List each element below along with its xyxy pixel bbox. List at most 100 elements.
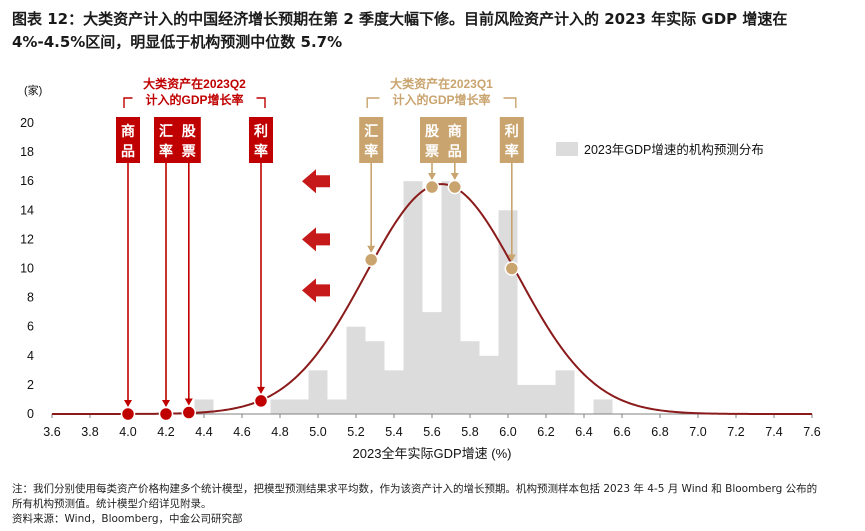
histogram-bar xyxy=(327,399,347,414)
group-label: 计入的GDP增长率 xyxy=(392,92,490,107)
asset-label-char: 率 xyxy=(364,143,378,159)
x-tick-label: 6.2 xyxy=(537,425,554,439)
source-line: 资料来源：Wind，Bloomberg，中金公司研究部 xyxy=(12,513,243,525)
marker-dot xyxy=(253,393,269,409)
asset-label-box xyxy=(499,117,524,163)
x-tick-label: 3.6 xyxy=(43,425,60,439)
x-tick-label: 7.0 xyxy=(689,425,706,439)
marker-dot xyxy=(363,252,379,268)
histogram-bar xyxy=(517,384,537,414)
asset-label-char: 率 xyxy=(505,143,519,159)
y-tick-label: 10 xyxy=(20,262,34,276)
marker-dot xyxy=(424,179,440,195)
x-tick-label: 5.4 xyxy=(385,425,402,439)
marker-dot xyxy=(158,406,174,422)
footnote-line: 所有机构预测值。统计模型介绍详见附录。 xyxy=(12,498,212,510)
histogram-bar xyxy=(460,341,480,414)
asset-label-char: 利 xyxy=(505,123,519,139)
x-tick-label: 5.0 xyxy=(309,425,326,439)
histogram-bar xyxy=(403,181,423,414)
asset-label-box xyxy=(176,117,201,163)
marker-arrowhead xyxy=(124,400,132,407)
histogram-bar xyxy=(346,326,366,414)
y-tick-label: 16 xyxy=(20,174,34,188)
x-tick-label: 6.6 xyxy=(613,425,630,439)
x-tick-label: 3.8 xyxy=(81,425,98,439)
asset-label-char: 利 xyxy=(254,123,268,139)
marker-arrowhead xyxy=(507,254,516,262)
y-tick-label: 6 xyxy=(27,320,34,334)
group-bracket xyxy=(256,97,266,108)
asset-label-char: 商 xyxy=(121,123,135,139)
x-tick-label: 4.6 xyxy=(233,425,250,439)
footnote-line: 注：我们分别使用每类资产价格构建多个统计模型，把模型预测结果求平均数，作为该资产… xyxy=(12,483,818,495)
asset-label-char: 票 xyxy=(182,143,196,159)
x-tick-label: 4.8 xyxy=(271,425,288,439)
chart-title: 图表 12：大类资产计入的中国经济增长预期在第 2 季度大幅下修。目前风险资产计… xyxy=(12,10,788,51)
x-tick-label: 4.2 xyxy=(157,425,174,439)
y-axis-label: (家) xyxy=(24,83,42,97)
asset-label-char: 股 xyxy=(425,123,440,139)
histogram-bar xyxy=(593,399,613,414)
y-tick-label: 18 xyxy=(20,145,34,159)
y-tick-label: 20 xyxy=(20,116,34,130)
histogram-bar xyxy=(384,370,404,414)
x-tick-label: 7.2 xyxy=(727,425,744,439)
histogram-bar xyxy=(536,384,556,414)
group-bracket xyxy=(503,97,517,108)
x-tick-label: 6.4 xyxy=(575,425,592,439)
marker-arrowhead xyxy=(367,245,376,253)
revision-arrow-icon xyxy=(302,169,330,194)
histogram-bars xyxy=(194,181,613,414)
marker-dot xyxy=(447,179,463,195)
asset-label-char: 品 xyxy=(448,143,462,159)
histogram-bar xyxy=(308,370,328,414)
group-label: 计入的GDP增长率 xyxy=(145,92,243,107)
marker-arrowhead xyxy=(162,400,170,407)
asset-label-box xyxy=(442,117,467,163)
x-tick-label: 5.6 xyxy=(423,425,440,439)
x-tick-label: 5.8 xyxy=(461,425,478,439)
marker-arrowhead xyxy=(257,386,265,394)
asset-label-char: 商 xyxy=(448,123,462,139)
histogram-bar xyxy=(270,399,290,414)
x-axis-label: 2023全年实际GDP增速 (%) xyxy=(353,446,512,461)
x-tick-label: 6.8 xyxy=(651,425,668,439)
asset-label-char: 汇 xyxy=(159,123,173,139)
histogram-bar xyxy=(555,370,575,414)
marker-dot xyxy=(504,261,520,276)
x-tick-label: 4.0 xyxy=(119,425,136,439)
marker-arrowhead xyxy=(428,173,436,181)
y-tick-label: 2 xyxy=(27,378,34,392)
x-tick-label: 5.2 xyxy=(347,425,364,439)
y-tick-label: 14 xyxy=(20,203,34,217)
histogram-bar xyxy=(479,355,499,414)
marker-dot xyxy=(181,405,197,420)
group-bracket xyxy=(366,97,380,108)
revision-arrow-icon xyxy=(302,227,330,252)
legend: 2023年GDP增速的机构预测分布 xyxy=(556,142,764,157)
legend-swatch xyxy=(556,142,578,156)
y-tick-label: 0 xyxy=(27,407,34,421)
legend-label: 2023年GDP增速的机构预测分布 xyxy=(584,142,764,157)
x-tick-label: 6.0 xyxy=(499,425,516,439)
y-tick-label: 4 xyxy=(27,349,34,363)
histogram-bar xyxy=(441,181,461,414)
group-bracket xyxy=(123,97,133,108)
histogram-bar xyxy=(289,399,309,414)
group-label: 大类资产在2023Q1 xyxy=(390,76,493,91)
histogram-bar xyxy=(365,341,385,414)
asset-label-box xyxy=(420,117,444,163)
asset-label-char: 股 xyxy=(182,123,197,139)
downward-revision-arrows xyxy=(302,169,330,303)
group-label: 大类资产在2023Q2 xyxy=(143,76,246,91)
asset-label-char: 品 xyxy=(121,143,135,159)
histogram-bar xyxy=(194,399,214,414)
asset-label-box xyxy=(116,117,140,163)
marker-dot xyxy=(120,406,136,422)
marker-arrowhead xyxy=(184,398,193,406)
asset-label-char: 汇 xyxy=(364,123,378,139)
asset-label-box xyxy=(249,117,273,163)
asset-label-char: 率 xyxy=(254,143,268,159)
